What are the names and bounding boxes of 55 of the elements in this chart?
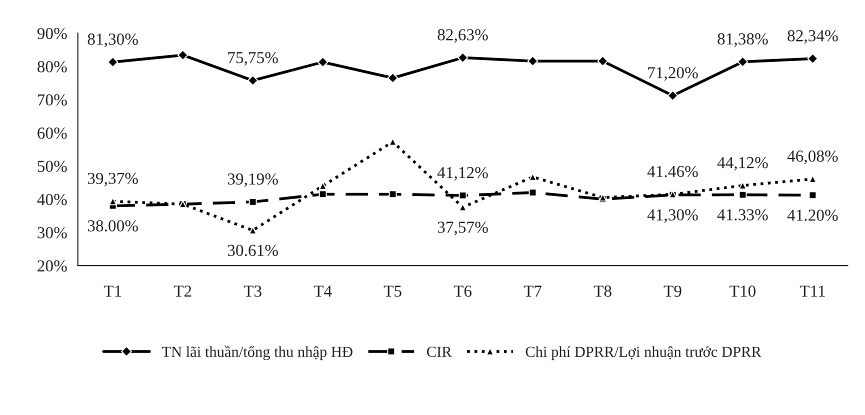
legend-label: Chi phí DPRR/Lợi nhuận trước DPRR [526,346,762,360]
data-label: 39,37% [88,172,138,186]
point [808,191,817,200]
y-tick-label: 60% [38,128,67,139]
data-label: 41.46% [647,166,698,178]
data-label: 81,30% [88,34,138,48]
x-tick-label: T10 [730,286,756,297]
y-tick-label: 40% [37,194,67,206]
y-tick-label: 30% [38,227,67,238]
point [177,50,188,61]
x-tick-label: T8 [594,286,612,297]
point [527,56,538,67]
data-label: 41,30% [647,209,698,223]
point [388,190,397,198]
data-label: 41,12% [437,166,488,181]
point [317,56,328,68]
point [667,90,678,102]
x-tick-label: T6 [454,286,472,297]
data-label: 46,08% [787,150,838,164]
x-tick-label: T9 [664,286,682,297]
y-tick-label: 70% [38,94,67,106]
data-label: 41.33% [717,209,768,220]
point [107,56,118,68]
x-tick-label: T11 [800,286,825,297]
data-label: 41.20% [787,210,838,221]
point [807,53,818,64]
point [457,52,468,64]
data-label: 82,34% [788,30,838,44]
y-tick-label: 20% [38,260,67,272]
data-label: 75,75% [228,52,278,66]
point [387,72,398,84]
x-tick-label: T3 [244,286,262,297]
data-label: 81,38% [718,33,768,47]
data-label: 71,20% [648,67,698,81]
data-label: 44,12% [717,157,768,171]
point [247,75,258,86]
legend-label: CIR [426,346,452,357]
data-label: 37,57% [438,222,488,236]
x-tick-label: T4 [314,286,332,297]
y-tick-label: 80% [38,61,67,72]
legend-label: TN lãi thuần/tổng thu nhập HĐ [162,346,352,360]
point [597,56,608,67]
x-tick-label: T2 [174,286,192,297]
point [318,190,327,198]
point [738,190,747,199]
point [737,56,748,68]
data-label: 39,19% [228,173,278,188]
x-tick-label: T7 [524,286,542,297]
x-tick-label: T5 [384,286,402,297]
x-tick-label: T1 [104,286,122,297]
data-label: 82,63% [438,29,488,43]
y-tick-label: 50% [38,160,67,172]
y-tick-label: 90% [37,28,67,40]
data-label: 38.00% [88,220,138,232]
data-label: 30.61% [228,244,278,256]
